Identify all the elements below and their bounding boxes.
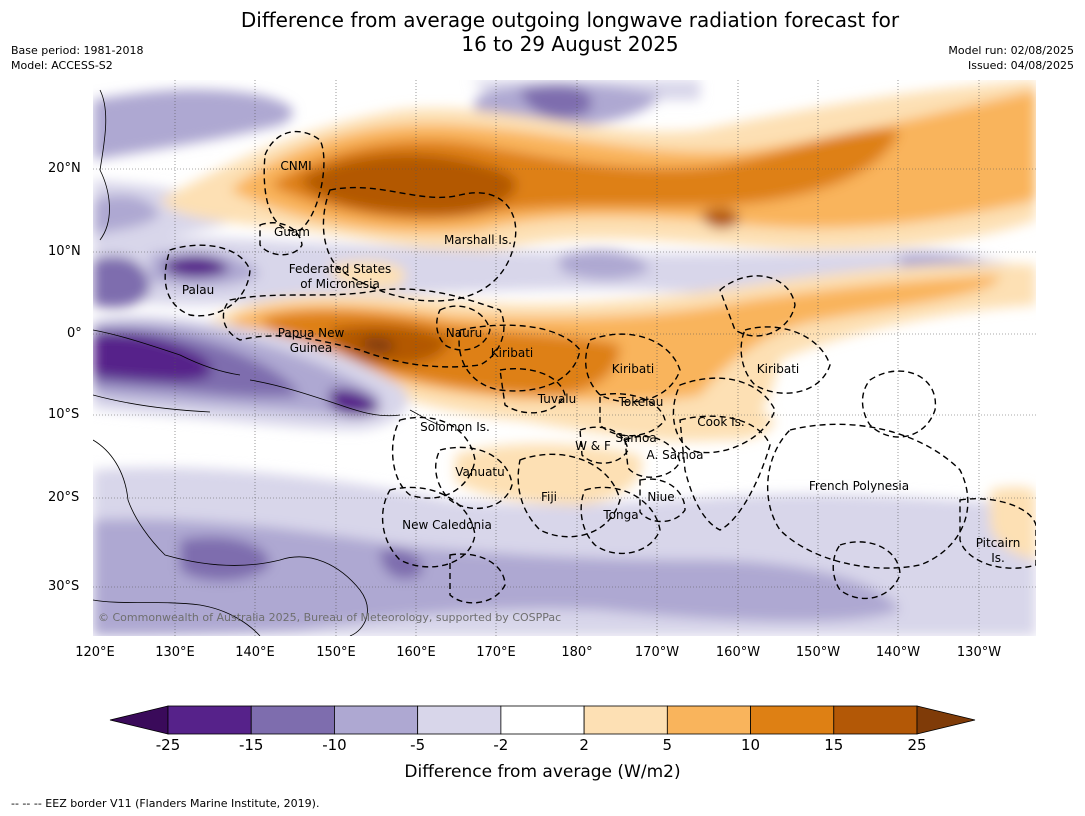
lon-tick-180: 180° [561,645,593,660]
label-fiji: Fiji [541,490,557,504]
colorbar-segment [666,705,751,735]
lat-tick-0: 0° [67,326,82,341]
label-guam: Guam [274,225,310,239]
label-samoa: Samoa [615,431,656,445]
colorbar-segment [167,705,252,735]
label-nauru: Nauru [446,326,482,340]
label-kiribati-west: Kiribati [491,346,533,360]
colorbar-tick-label: 10 [741,736,761,754]
colorbar-segment [750,705,835,735]
title-line-1: Difference from average outgoing longwav… [240,8,900,32]
label-fsm-2: of Micronesia [300,277,380,291]
lon-tick-140w: 140°W [875,645,921,660]
colorbar [109,705,976,735]
label-wf: W & F [575,439,611,453]
label-pitcairn-2: Is. [991,551,1005,565]
meta-right: Model run: 02/08/2025 Issued: 04/08/2025 [948,43,1074,73]
eez-borders [164,130,1036,604]
lat-tick-20n: 20°N [48,161,81,176]
colorbar-arrow-low [109,705,169,735]
copyright-notice: © Commonwealth of Australia 2025, Bureau… [98,611,561,624]
lon-tick-170e: 170°E [476,645,516,660]
colorbar-title: Difference from average (W/m2) [404,762,681,782]
lon-tick-120e: 120°E [75,645,115,660]
colorbar-segment [500,705,585,735]
label-french-polynesia: French Polynesia [809,479,909,493]
colorbar-tick-label: 25 [907,736,927,754]
lon-tick-130w: 130°W [956,645,1002,660]
eez-footnote: -- -- -- EEZ border V11 (Flanders Marine… [11,797,320,810]
anomaly-field: CNMI Guam Marshall Is. Federated States … [93,80,1036,636]
colorbar-segment [334,705,419,735]
label-american-samoa: A. Samoa [647,448,704,462]
lat-tick-10s: 10°S [48,407,80,422]
label-marshall: Marshall Is. [444,233,512,247]
colorbar-segment [833,705,918,735]
title-line-2: 16 to 29 August 2025 [461,32,679,56]
label-kiribati-central: Kiribati [612,362,654,376]
lon-tick-150e: 150°E [316,645,356,660]
label-tuvalu: Tuvalu [537,392,577,406]
lon-tick-130e: 130°E [155,645,195,660]
model-name: Model: ACCESS-S2 [11,59,113,72]
label-cook: Cook Is. [697,415,744,429]
label-tonga: Tonga [602,508,638,522]
label-palau: Palau [182,283,214,297]
colorbar-segment [417,705,502,735]
meta-left: Base period: 1981-2018 Model: ACCESS-S2 [11,43,143,73]
region-labels: CNMI Guam Marshall Is. Federated States … [98,159,1020,624]
label-kiribati-east: Kiribati [757,362,799,376]
colorbar-segment [583,705,668,735]
label-cnmi: CNMI [280,159,311,173]
colorbar-tick-label: -2 [493,736,509,754]
chart-title: Difference from average outgoing longwav… [170,8,970,56]
coastlines [93,89,441,636]
colorbar-tick-label: 5 [662,736,673,754]
base-period: Base period: 1981-2018 [11,44,144,57]
label-pitcairn-1: Pitcairn [976,536,1021,550]
colorbar-segment [250,705,335,735]
lon-tick-160e: 160°E [396,645,436,660]
lon-tick-140e: 140°E [235,645,275,660]
lat-tick-30s: 30°S [48,579,80,594]
lat-tick-20s: 20°S [48,490,80,505]
colorbar-tick-label: -10 [322,736,347,754]
label-solomon: Solomon Is. [420,420,490,434]
label-vanuatu: Vanuatu [455,465,505,479]
label-new-caledonia: New Caledonia [402,518,492,532]
label-tokelau: Tokelau [618,395,664,409]
graticule [93,80,1036,636]
label-fsm-1: Federated States [289,262,391,276]
label-niue: Niue [647,490,674,504]
colorbar-arrow-high [916,705,976,735]
label-png-1: Papua New [278,326,345,340]
colorbar-tick-label: -25 [155,736,181,754]
colorbar-tick-label: 15 [824,736,844,754]
label-png-2: Guinea [290,341,333,355]
lon-tick-150w: 150°W [795,645,841,660]
colorbar-tick-label: 2 [579,736,589,754]
model-run: Model run: 02/08/2025 [948,44,1074,57]
issued-date: Issued: 04/08/2025 [967,59,1074,72]
colorbar-tick-label: -15 [238,736,264,754]
colorbar-tick-label: -5 [410,736,426,754]
lon-tick-170w: 170°W [634,645,680,660]
lat-tick-10n: 10°N [48,244,81,259]
lon-tick-160w: 160°W [715,645,761,660]
